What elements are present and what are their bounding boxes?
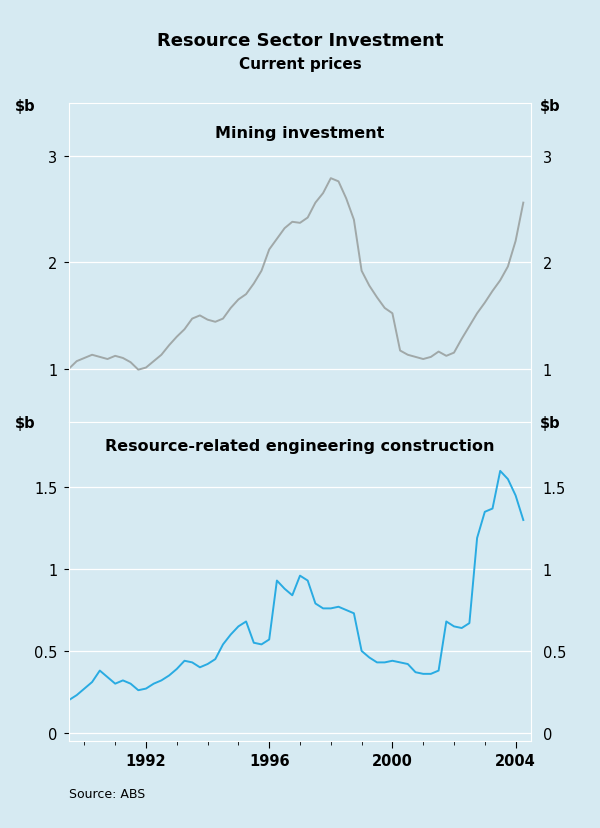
Text: $b: $b (15, 99, 35, 114)
Text: Resource-related engineering construction: Resource-related engineering constructio… (105, 438, 495, 453)
Text: $b: $b (540, 416, 560, 431)
Text: $b: $b (15, 416, 35, 431)
Text: Mining investment: Mining investment (215, 126, 385, 141)
Text: Current prices: Current prices (239, 57, 361, 72)
Text: $b: $b (540, 99, 560, 114)
Text: Source: ABS: Source: ABS (69, 787, 145, 800)
Text: Resource Sector Investment: Resource Sector Investment (157, 32, 443, 51)
